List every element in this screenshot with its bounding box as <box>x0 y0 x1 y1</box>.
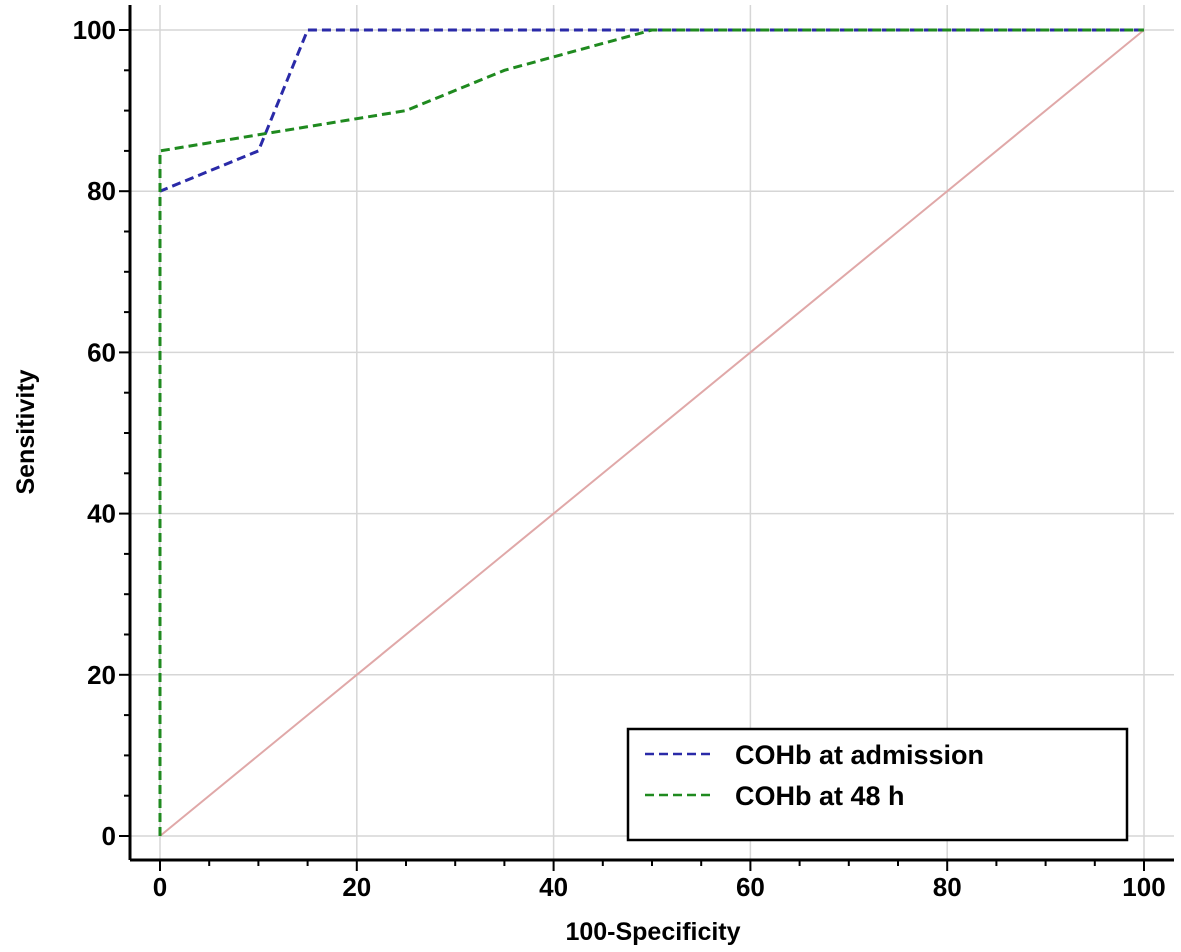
grid-lines <box>130 5 1174 860</box>
legend-label-admission: COHb at admission <box>735 740 984 770</box>
x-tick-label: 20 <box>342 872 371 902</box>
series-line-1 <box>158 28 1144 836</box>
x-axis-ticks: 0 20 40 60 80 100 <box>153 860 1166 902</box>
x-tick-label: 100 <box>1122 872 1165 902</box>
x-tick-label: 60 <box>736 872 765 902</box>
legend: COHb at admission COHb at 48 h <box>626 727 1129 842</box>
y-tick-label: 0 <box>102 821 116 851</box>
reference-diagonal <box>159 29 1145 837</box>
series-lines <box>158 28 1144 836</box>
y-axis-ticks: 0 20 40 60 80 100 <box>73 15 130 851</box>
y-tick-label: 100 <box>73 15 116 45</box>
legend-label-48h: COHb at 48 h <box>735 781 905 811</box>
y-tick-label: 60 <box>87 337 116 367</box>
y-tick-label: 40 <box>87 499 116 529</box>
x-axis-title: 100-Specificity <box>565 918 740 946</box>
y-axis-title: Sensitivity <box>12 369 40 494</box>
y-tick-label: 20 <box>87 660 116 690</box>
x-tick-label: 0 <box>153 872 167 902</box>
reference-line <box>159 29 1145 837</box>
legend-box <box>626 727 1129 842</box>
x-tick-label: 40 <box>539 872 568 902</box>
x-tick-label: 80 <box>933 872 962 902</box>
y-tick-label: 80 <box>87 176 116 206</box>
